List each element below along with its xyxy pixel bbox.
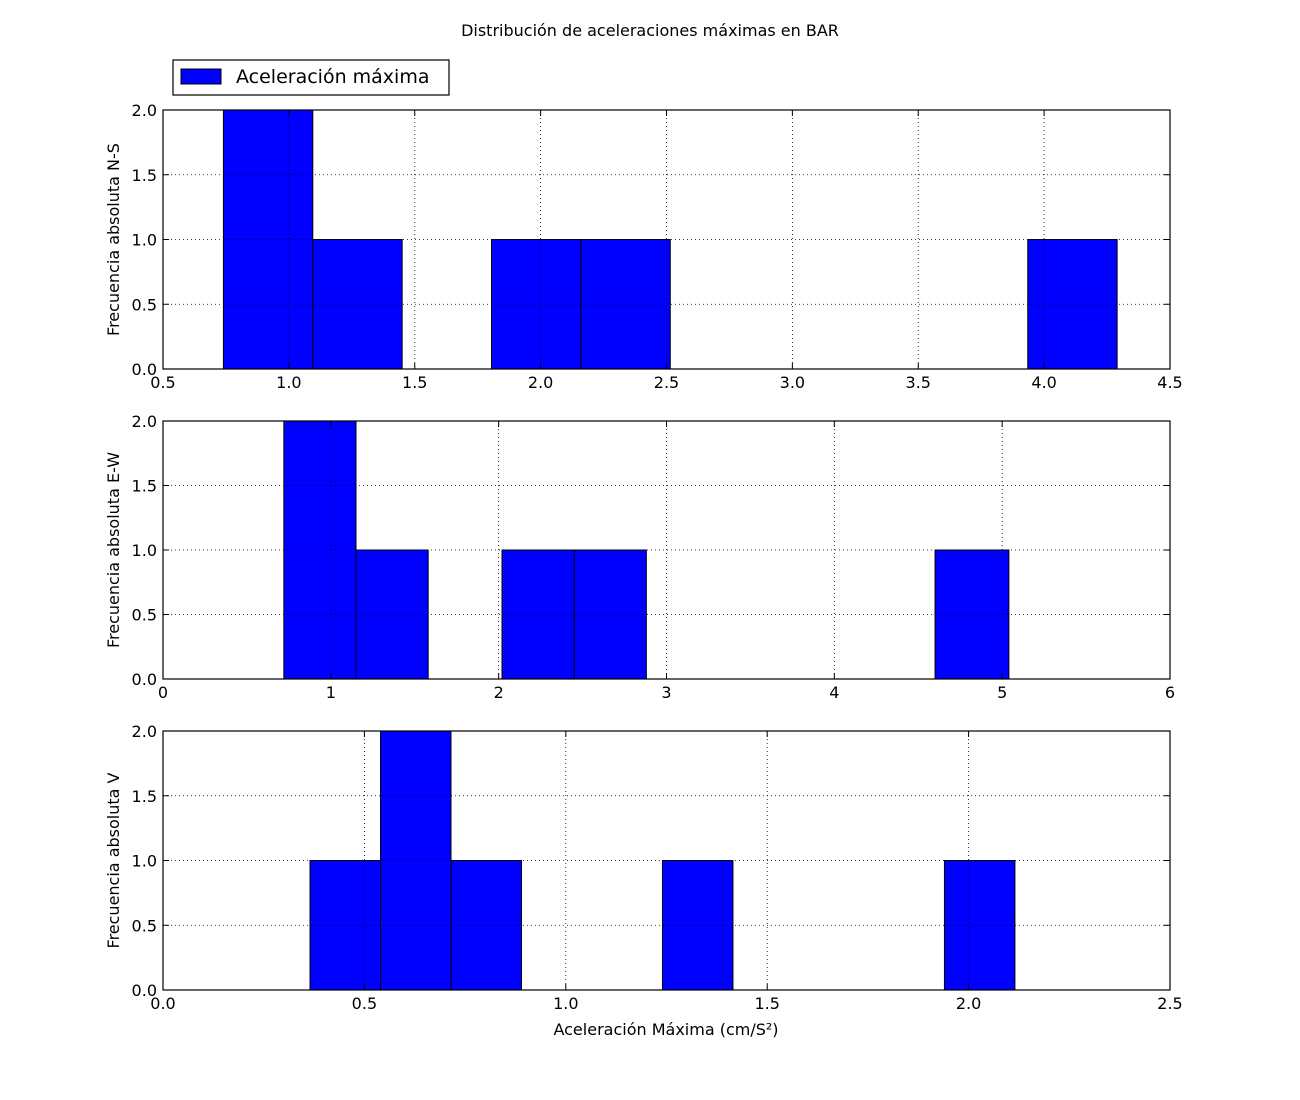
y-tick-label: 2.0 (132, 722, 157, 741)
histogram-bar (222, 109, 314, 370)
x-tick-label: 0.5 (150, 373, 175, 392)
x-tick-label: 2.5 (1157, 994, 1182, 1013)
histogram-bar (309, 860, 382, 991)
y-tick-label: 0.0 (132, 360, 157, 379)
x-tick-label: 0.0 (150, 994, 175, 1013)
y-tick-label: 1.0 (132, 852, 157, 871)
x-tick-label: 2.0 (528, 373, 553, 392)
figure-title: Distribución de aceleraciones máximas en… (461, 21, 839, 40)
x-tick-label: 6 (1165, 683, 1175, 702)
y-tick-label: 0.0 (132, 670, 157, 689)
x-tick-label: 4 (829, 683, 839, 702)
legend-label: Aceleración máxima (236, 66, 429, 88)
y-tick-label: 1.5 (132, 477, 157, 496)
subplots: 0.5 1.0 1.5 2.0 2.5 3.0 3.5 4.0 4.50.00.51.01.52… (104, 101, 1183, 1013)
y-tick-label: 1.0 (132, 231, 157, 250)
x-tick-label: 4.5 (1157, 373, 1182, 392)
histogram-bar (355, 549, 429, 680)
legend-swatch (180, 68, 222, 85)
x-axis-label: Aceleración Máxima (cm/S²) (553, 1020, 778, 1039)
x-tick-label: 0.5 (352, 994, 377, 1013)
y-tick-label: 0.5 (132, 606, 157, 625)
x-tick-label: 2.5 (654, 373, 679, 392)
x-tick-label: 3 (661, 683, 671, 702)
x-tick-label: 3.5 (906, 373, 931, 392)
x-tick-label: 1.5 (754, 994, 779, 1013)
histogram-bar (573, 549, 647, 680)
y-tick-label: 0.5 (132, 295, 157, 314)
x-tick-label: 3.0 (780, 373, 805, 392)
x-tick-label: 4.0 (1031, 373, 1056, 392)
y-tick-label: 0.5 (132, 916, 157, 935)
y-tick-label: 1.0 (132, 541, 157, 560)
x-tick-label: 0 (158, 683, 168, 702)
histogram-bar (450, 860, 522, 991)
x-tick-label: 1.0 (553, 994, 578, 1013)
subplot-ns: 0.5 1.0 1.5 2.0 2.5 3.0 3.5 4.0 4.50.00.51.01.52… (104, 101, 1183, 392)
y-axis-label-ew: Frecuencia absoluta E-W (104, 452, 123, 648)
y-tick-label: 1.5 (132, 166, 157, 185)
x-tick-label: 1 (326, 683, 336, 702)
histogram-bar (491, 239, 582, 370)
histogram-bar (661, 860, 734, 991)
subplot-ew: 0 1 2 3 4 5 6 0.0 0.5 1.0 1.5 2.0 Frecuencia absolut… (104, 412, 1175, 702)
y-axis-label-ns: Frecuencia absoluta N-S (104, 143, 123, 336)
histogram-bar (580, 239, 671, 370)
x-tick-label: 5 (997, 683, 1007, 702)
x-tick-label: 1.0 (276, 373, 301, 392)
y-tick-label: 1.5 (132, 787, 157, 806)
histogram-bar (1027, 239, 1118, 370)
y-tick-label: 2.0 (132, 412, 157, 431)
x-tick-label: 1.5 (402, 373, 427, 392)
legend: Aceleración máxima (172, 59, 450, 96)
y-tick-label: 2.0 (132, 101, 157, 120)
subplot-v: 0.0 0.5 1.0 1.5 2.0 2.5 0.0 0.5 1.0 1.5 2.0 Frecuen… (104, 722, 1183, 1013)
y-tick-label: 0.0 (132, 981, 157, 1000)
x-tick-label: 2.0 (956, 994, 981, 1013)
y-axis-label-v: Frecuencia absoluta V (104, 772, 123, 948)
histogram-bar (312, 239, 403, 370)
x-tick-label: 2 (494, 683, 504, 702)
